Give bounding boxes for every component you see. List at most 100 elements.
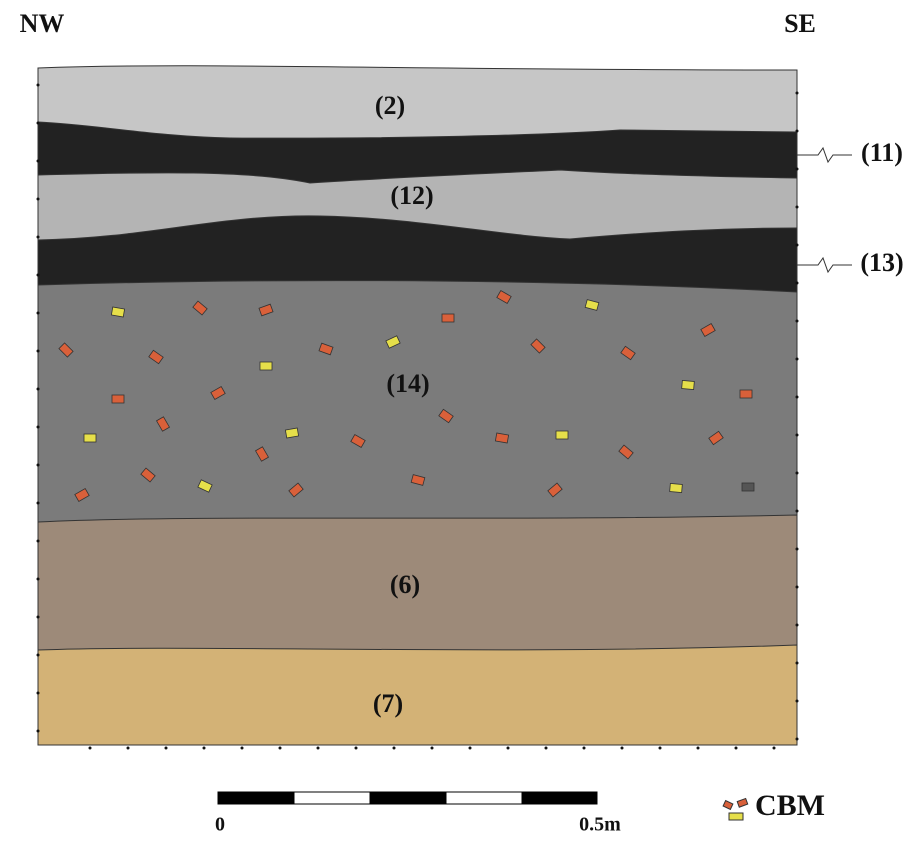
edge-tick <box>795 623 799 627</box>
edge-tick <box>795 357 799 361</box>
leader-line <box>797 146 852 164</box>
edge-tick <box>36 83 40 87</box>
edge-tick <box>795 167 799 171</box>
layer-label: (7) <box>373 689 403 718</box>
cbm-fragment <box>350 433 366 449</box>
cbm-fragment <box>739 389 753 399</box>
edge-tick <box>164 746 168 750</box>
cbm-fragment <box>741 482 755 492</box>
edge-tick <box>430 746 434 750</box>
cbm-fragment <box>254 446 270 462</box>
legend-icon <box>722 797 749 821</box>
orientation-right: SE <box>784 9 816 38</box>
cbm-fragment <box>620 345 636 361</box>
cbm-fragment <box>111 394 125 404</box>
edge-tick <box>36 691 40 695</box>
cbm-fragments <box>58 289 755 503</box>
edge-tick <box>658 746 662 750</box>
edge-tick <box>795 281 799 285</box>
cbm-fragment <box>555 430 569 440</box>
edge-tick <box>36 311 40 315</box>
cbm-fragment <box>547 482 563 498</box>
cbm-fragment <box>140 467 156 483</box>
edge-tick <box>582 746 586 750</box>
cbm-fragment <box>410 474 426 486</box>
edge-tick <box>795 509 799 513</box>
layers <box>37 65 798 746</box>
cbm-fragment <box>210 385 226 401</box>
edge-tick <box>36 729 40 733</box>
edge-tick <box>36 425 40 429</box>
edge-tick <box>36 349 40 353</box>
edge-tick <box>696 746 700 750</box>
cbm-fragment <box>385 335 401 349</box>
layer-label: (6) <box>390 570 420 599</box>
edge-tick <box>36 463 40 467</box>
edge-tick <box>734 746 738 750</box>
cbm-fragment <box>584 299 600 311</box>
cbm-fragment <box>288 482 304 498</box>
cbm-fragment <box>284 427 300 439</box>
edge-tick <box>88 746 92 750</box>
scale-bar <box>217 791 598 805</box>
cbm-fragment <box>496 289 512 305</box>
edge-tick <box>354 746 358 750</box>
edge-tick <box>795 129 799 133</box>
scale-end: 0.5m <box>579 814 621 836</box>
layer-label: (13) <box>860 248 903 277</box>
edge-ticks <box>36 83 799 750</box>
cbm-fragment <box>258 303 274 317</box>
edge-tick <box>316 746 320 750</box>
legend-label: CBM <box>755 789 825 822</box>
edge-tick <box>795 205 799 209</box>
edge-tick <box>202 746 206 750</box>
edge-tick <box>36 197 40 201</box>
cbm-fragment <box>83 433 97 443</box>
edge-tick <box>468 746 472 750</box>
edge-tick <box>36 159 40 163</box>
cbm-fragment <box>494 432 510 444</box>
edge-tick <box>240 746 244 750</box>
edge-tick <box>544 746 548 750</box>
edge-tick <box>795 319 799 323</box>
edge-tick <box>126 746 130 750</box>
cbm-fragment <box>681 380 695 390</box>
edge-tick <box>795 737 799 741</box>
edge-tick <box>795 91 799 95</box>
cbm-fragment <box>530 338 546 354</box>
layer-label: (11) <box>861 138 903 167</box>
edge-tick <box>620 746 624 750</box>
scale-start: 0 <box>215 814 225 836</box>
edge-tick <box>36 577 40 581</box>
edge-tick <box>392 746 396 750</box>
leader-line <box>797 256 852 274</box>
cbm-fragment <box>148 349 164 365</box>
edge-tick <box>795 243 799 247</box>
cbm-fragment <box>58 342 74 358</box>
cbm-fragment <box>708 430 724 446</box>
edge-tick <box>36 387 40 391</box>
cbm-fragment <box>669 483 683 493</box>
edge-tick <box>36 653 40 657</box>
edge-tick <box>36 273 40 277</box>
edge-tick <box>795 433 799 437</box>
cbm-fragment <box>74 487 90 503</box>
orientation-left: NW <box>20 9 65 38</box>
cbm-fragment <box>318 342 334 356</box>
layer-label: (2) <box>375 91 405 120</box>
layer-label: (14) <box>386 369 429 398</box>
cbm-fragment <box>441 313 455 323</box>
edge-tick <box>36 501 40 505</box>
edge-tick <box>795 547 799 551</box>
cbm-fragment <box>259 361 273 371</box>
cbm-fragment <box>197 479 213 493</box>
layer-label: (12) <box>390 181 433 210</box>
edge-tick <box>36 615 40 619</box>
edge-tick <box>506 746 510 750</box>
edge-tick <box>278 746 282 750</box>
layer-7 <box>37 644 798 746</box>
cbm-fragment <box>110 306 126 318</box>
edge-tick <box>772 746 776 750</box>
edge-tick <box>36 235 40 239</box>
